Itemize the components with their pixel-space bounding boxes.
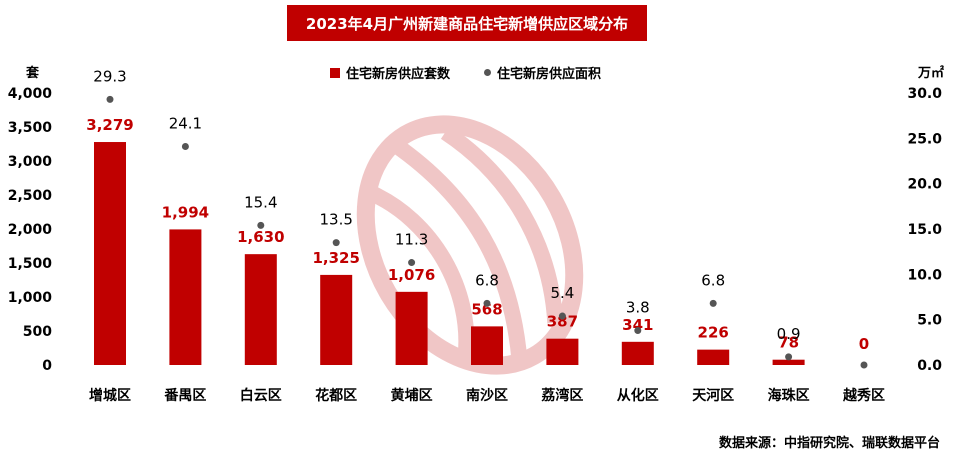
bar-value-label: 387 (547, 313, 578, 331)
x-tick-label: 海珠区 (768, 387, 810, 404)
right-tick-label: 20.0 (907, 177, 942, 193)
bar-series: 3,279 1,994 1,630 1,325 1,076 568 387 341 226 78 0 (86, 116, 869, 365)
legend: 住宅新房供应套数 住宅新房供应面积 (330, 63, 601, 82)
left-tick-label: 1,500 (8, 256, 53, 272)
bar-value-label: 1,630 (237, 228, 284, 246)
right-tick-label: 10.0 (907, 267, 942, 283)
watermark (356, 115, 584, 375)
left-tick-label: 4,000 (8, 86, 53, 102)
x-tick-label: 白云区 (240, 387, 282, 404)
right-tick-label: 15.0 (907, 222, 942, 238)
left-tick-label: 3,000 (8, 154, 53, 170)
bar-value-label: 226 (698, 324, 729, 342)
x-tick-label: 黄埔区 (391, 387, 433, 404)
x-tick-label: 增城区 (89, 387, 131, 404)
left-tick-label: 1,000 (8, 290, 53, 306)
right-tick-label: 0.0 (917, 358, 942, 374)
bar (621, 341, 654, 365)
x-tick-label: 荔湾区 (540, 387, 583, 404)
right-tick-label: 25.0 (907, 131, 942, 147)
dot-value-label: 11.3 (395, 231, 428, 249)
bar-value-label: 78 (778, 334, 799, 352)
left-tick-label: 0 (42, 358, 52, 374)
area-dot (332, 239, 340, 247)
left-tick-label: 2,500 (8, 188, 53, 204)
right-tick-label: 30.0 (907, 86, 942, 102)
dot-value-label: 29.3 (93, 67, 126, 85)
right-axis: 0.0 5.0 10.0 15.0 20.0 25.0 30.0 (907, 86, 942, 374)
dot-value-label: 5.4 (550, 284, 574, 302)
bar (546, 338, 579, 365)
bar-value-label: 341 (622, 316, 653, 334)
bar-value-label: 568 (471, 300, 502, 318)
dot-value-label: 15.4 (244, 193, 277, 211)
bar (697, 349, 730, 365)
legend-bar-label: 住宅新房供应套数 (346, 67, 451, 82)
area-dot (181, 142, 189, 150)
bar (471, 326, 503, 365)
x-tick-label: 从化区 (617, 387, 659, 404)
right-tick-label: 5.0 (917, 313, 942, 329)
x-tick-label: 南沙区 (466, 387, 508, 404)
left-tick-label: 2,000 (8, 222, 53, 238)
dot-value-label: 6.8 (701, 271, 725, 289)
dot-value-label: 6.8 (475, 271, 499, 289)
dot-value-label: 13.5 (319, 211, 352, 229)
legend-dot-swatch (484, 69, 492, 76)
dot-value-label: 3.8 (626, 299, 650, 317)
x-tick-label: 花都区 (315, 387, 357, 404)
area-dot (785, 353, 793, 361)
area-dot (634, 327, 642, 335)
bar-value-label: 1,076 (388, 266, 435, 284)
x-tick-label: 番禺区 (163, 387, 206, 404)
bar (169, 229, 202, 365)
bar (94, 142, 126, 365)
area-dot (106, 95, 114, 103)
x-tick-label: 越秀区 (842, 387, 885, 404)
bar-value-label: 0 (859, 335, 869, 353)
left-axis: 0 500 1,000 1,500 2,000 2,500 3,000 3,500 4,000 (8, 86, 53, 374)
area-dot (408, 259, 416, 267)
bar-value-label: 3,279 (86, 116, 133, 134)
data-source: 数据来源：中指研究院、瑞联数据平台 (718, 436, 940, 451)
bar-value-label: 1,994 (162, 203, 209, 221)
left-tick-label: 500 (23, 324, 52, 340)
area-dot (860, 361, 868, 369)
legend-bar-swatch (330, 67, 340, 78)
x-axis: 增城区 番禺区 白云区 花都区 黄埔区 南沙区 荔湾区 从化区 天河区 海珠区 越秀区 (89, 387, 885, 404)
dot-series: 29.3 24.1 15.4 13.5 11.3 6.8 5.4 3.8 6.8 0.9 (93, 67, 868, 369)
right-axis-unit: 万㎡ (918, 66, 945, 81)
bar (320, 274, 353, 365)
bar (395, 291, 428, 365)
area-dot (483, 299, 491, 307)
area-dot (558, 312, 566, 320)
dot-value-label: 24.1 (169, 114, 202, 132)
area-dot (257, 221, 265, 229)
left-axis-unit: 套 (26, 66, 40, 81)
x-tick-label: 天河区 (692, 387, 734, 404)
legend-dot-label: 住宅新房供应面积 (497, 67, 602, 82)
bar (772, 359, 805, 365)
bar (244, 254, 277, 365)
chart-title: 2023年4月广州新建商品住宅新增供应区域分布 (287, 5, 647, 41)
left-tick-label: 3,500 (8, 120, 53, 136)
dot-value-label: 0.9 (777, 325, 801, 343)
bar-value-label: 1,325 (312, 249, 359, 267)
area-dot (709, 299, 717, 307)
